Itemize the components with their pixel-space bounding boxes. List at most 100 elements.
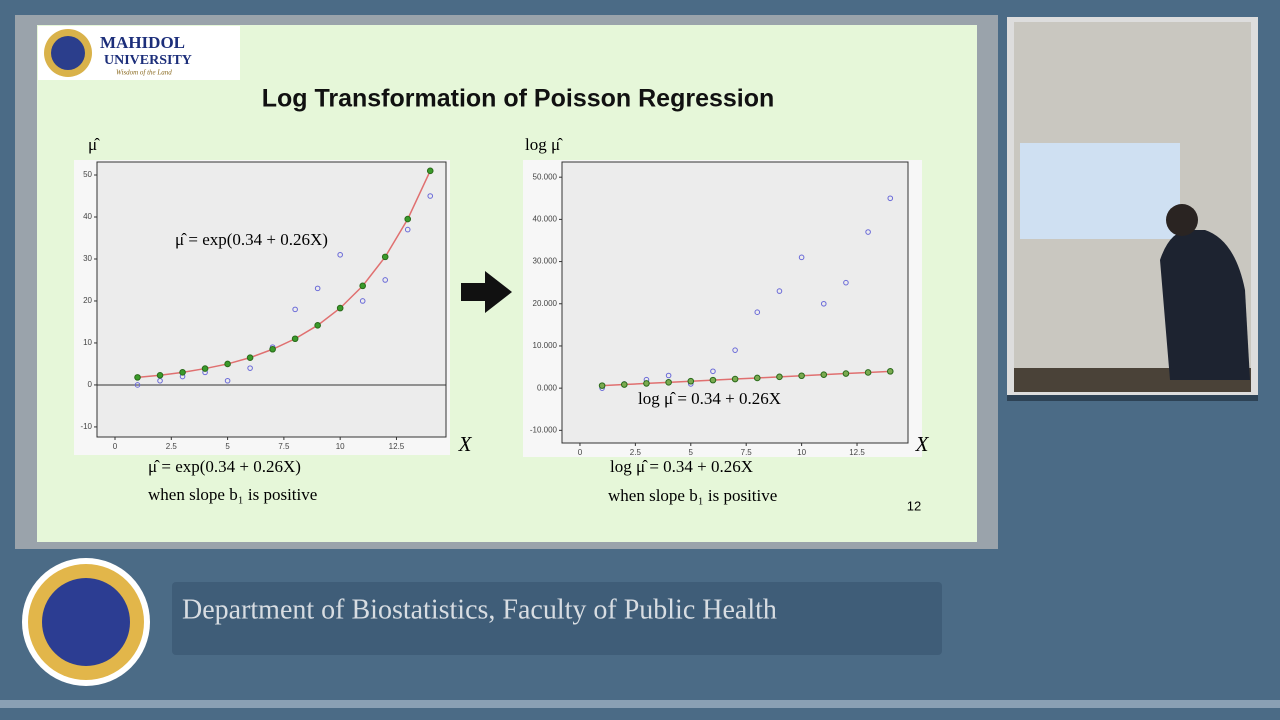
point: [732, 347, 738, 353]
logo-seal-inner: [51, 36, 85, 70]
caption: when slope b₁ is positive: [608, 486, 777, 505]
point: [314, 285, 321, 292]
y-tick-label: 20.000: [533, 299, 558, 308]
point: [247, 365, 253, 371]
fitted-line: [602, 370, 891, 387]
point: [843, 279, 849, 286]
point: [776, 288, 783, 294]
annotation: log μ̂ = 0.34 + 0.26X: [638, 389, 781, 408]
point: [426, 167, 434, 175]
logo-sub: UNIVERSITY: [104, 53, 192, 68]
x-tick-label: 7.5: [278, 442, 290, 451]
point: [134, 382, 141, 388]
point: [337, 251, 343, 258]
point: [820, 371, 828, 378]
point: [886, 368, 894, 375]
x-tick-label: 0: [578, 448, 583, 457]
point: [201, 365, 209, 372]
y-tick-label: -10: [80, 422, 92, 431]
y-axis-label: μ̂: [88, 135, 100, 154]
point: [359, 298, 366, 304]
point: [731, 375, 739, 383]
caption: log μ̂ = 0.34 + 0.26X: [610, 457, 753, 476]
x-tick-label: 2.5: [630, 448, 642, 457]
point: [381, 253, 389, 261]
y-tick-label: 50.000: [533, 172, 558, 181]
x-tick-label: 10: [797, 448, 806, 457]
projected-slide: [1020, 143, 1180, 239]
point: [224, 360, 231, 368]
point: [754, 309, 761, 316]
point: [269, 345, 276, 353]
y-tick-label: 50: [83, 170, 92, 179]
y-axis-label: log μ̂: [525, 135, 563, 154]
logo-motto: Wisdom of the Land: [116, 69, 172, 77]
point: [753, 374, 761, 382]
point: [359, 282, 366, 290]
y-tick-label: 10: [83, 338, 92, 347]
x-tick-label: 7.5: [741, 448, 753, 457]
point: [156, 371, 164, 379]
point: [687, 377, 695, 385]
fitted-line: [137, 170, 431, 379]
x-tick-label: 5: [689, 448, 694, 457]
point: [598, 382, 606, 389]
point: [864, 369, 872, 376]
point: [382, 277, 389, 283]
banner-text: Department of Biostatistics, Faculty of …: [182, 594, 777, 625]
plot-area: [561, 161, 909, 444]
x-tick-label: 0: [113, 442, 118, 451]
plot-area: [96, 161, 447, 438]
y-tick-label: 20: [83, 296, 92, 305]
logo-name: MAHIDOL: [100, 33, 185, 52]
video-shadow: [1007, 395, 1258, 401]
x-tick-label: 12.5: [849, 448, 865, 457]
slide-title: Log Transformation of Poisson Regression: [262, 85, 775, 113]
x-axis-label: X: [915, 432, 930, 456]
point: [665, 379, 672, 386]
seal-center: [42, 578, 130, 666]
annotation: μ̂ = exp(0.34 + 0.26X): [175, 230, 328, 249]
point: [842, 370, 850, 377]
y-tick-label: 30.000: [533, 257, 558, 266]
caption: when slope b₁ is positive: [148, 485, 317, 504]
point: [620, 381, 628, 388]
point: [665, 372, 672, 379]
point: [820, 300, 827, 307]
x-tick-label: 2.5: [166, 442, 178, 451]
point: [314, 322, 321, 329]
point: [336, 304, 344, 312]
point: [798, 254, 805, 261]
y-tick-label: 40.000: [533, 214, 558, 223]
point: [404, 226, 411, 233]
point: [887, 195, 894, 202]
y-tick-label: 10.000: [533, 341, 558, 350]
page-number: 12: [907, 498, 921, 513]
point: [291, 335, 299, 343]
x-tick-label: 12.5: [389, 442, 405, 451]
point: [776, 373, 783, 381]
point: [246, 354, 254, 361]
point: [134, 374, 141, 381]
point: [643, 380, 650, 387]
point: [404, 215, 412, 223]
y-tick-label: -10.000: [530, 425, 558, 434]
progress-bar: [0, 700, 1280, 708]
caption: μ̂ = exp(0.34 + 0.26X): [148, 457, 301, 476]
x-tick-label: 5: [225, 442, 230, 451]
y-tick-label: 30: [83, 254, 92, 263]
point: [709, 376, 717, 384]
x-tick-label: 10: [336, 442, 345, 451]
point: [179, 369, 186, 376]
point: [292, 306, 298, 313]
arrow: [461, 271, 512, 313]
y-tick-label: 0: [88, 380, 93, 389]
speaker-head: [1166, 204, 1198, 236]
x-axis-label: X: [458, 432, 473, 456]
banner: [172, 582, 942, 655]
speaker: [1160, 230, 1250, 380]
point: [710, 368, 716, 375]
point: [798, 372, 805, 380]
point: [427, 193, 434, 199]
